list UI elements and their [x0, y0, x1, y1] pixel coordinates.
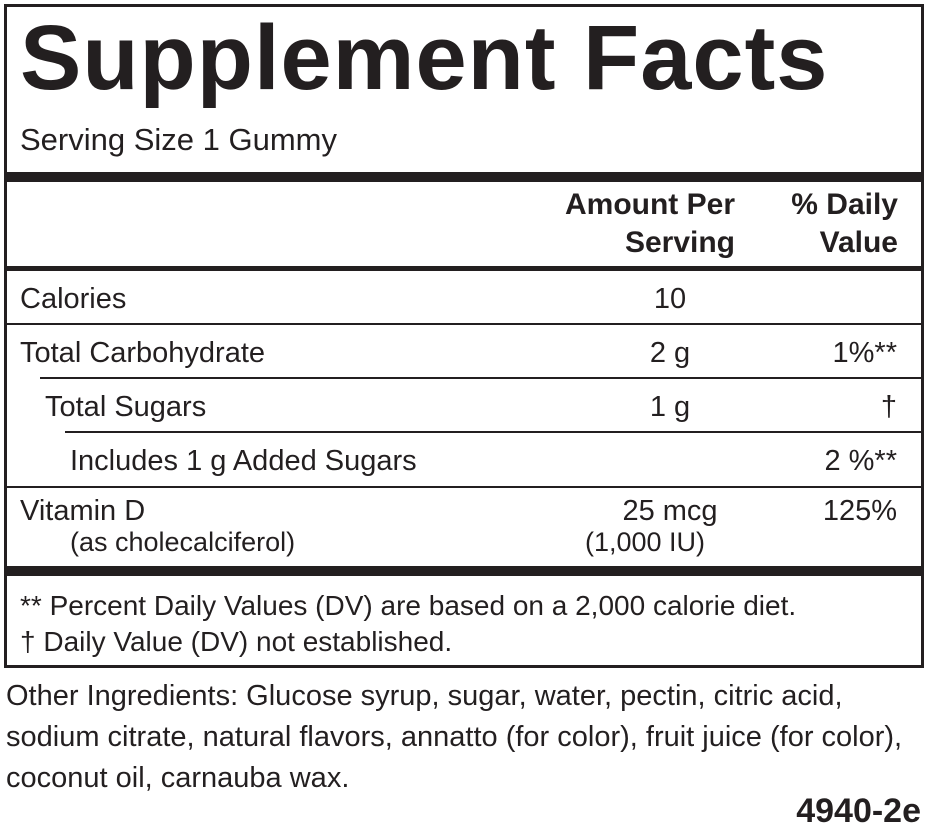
amount: 25 mcg [622, 495, 718, 527]
nutrient-name: Total Sugars [45, 391, 207, 423]
row-rule [7, 486, 921, 488]
daily-value: 2 %** [824, 445, 897, 477]
row-rule [65, 431, 921, 433]
title: Supplement Facts [20, 7, 829, 109]
daily-value: 1%** [832, 337, 898, 369]
thick-rule [7, 172, 921, 182]
row-rule [40, 377, 921, 379]
footnote: † Daily Value (DV) not established. [20, 626, 453, 657]
daily-value: † [880, 391, 897, 423]
serving-size: Serving Size 1 Gummy [20, 122, 337, 157]
amount: 1 g [649, 391, 691, 423]
daily-value: 125% [822, 495, 897, 527]
amount-header: Amount Per Serving [564, 188, 735, 259]
nutrient-name: Includes 1 g Added Sugars [70, 445, 417, 477]
nutrient-name: Total Carbohydrate [20, 337, 266, 369]
nutrient-name: Vitamin D [20, 495, 146, 527]
other-ingredients: Other Ingredients: Glucose syrup, sugar,… [6, 680, 903, 794]
amount: 10 [653, 283, 687, 315]
product-code: 4940-2e [796, 792, 921, 830]
nutrient-name: Calories [20, 283, 127, 315]
dv-header: % Daily Value [791, 188, 898, 259]
label-box [4, 4, 924, 668]
medium-rule [7, 266, 921, 271]
sub-amount: (1,000 IU) [584, 527, 706, 557]
nutrient-subname: (as cholecalciferol) [70, 527, 296, 557]
thick-rule [7, 566, 921, 576]
footnotes: ** Percent Daily Values (DV) are based o… [20, 588, 796, 660]
footnote: ** Percent Daily Values (DV) are based o… [20, 590, 797, 621]
amount: 2 g [649, 337, 691, 369]
row-rule [7, 323, 921, 325]
